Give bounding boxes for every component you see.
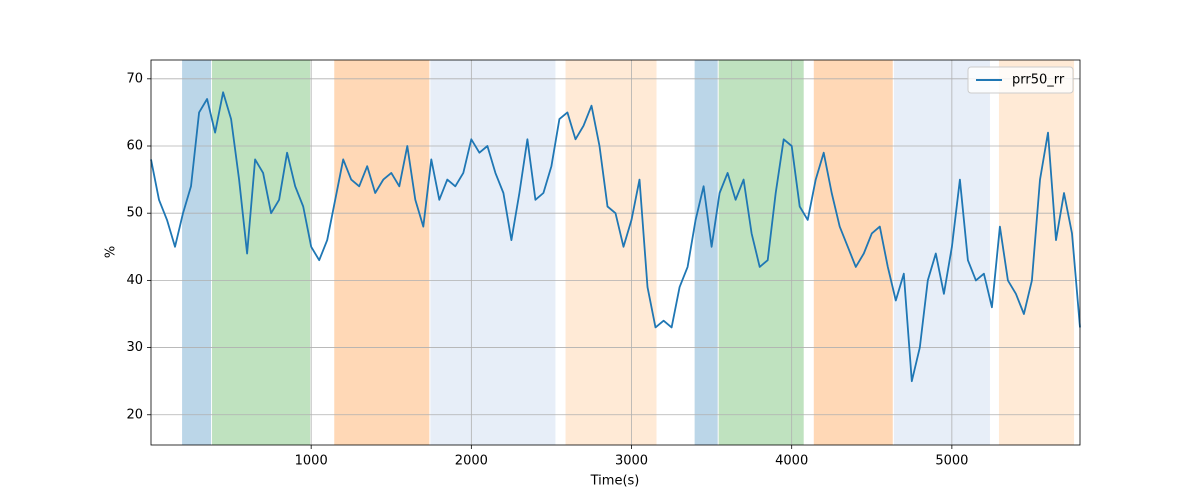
shaded-span: [998, 60, 1075, 445]
y-tick-label: 40: [126, 273, 143, 288]
y-tick-label: 50: [126, 206, 143, 221]
y-axis-label: %: [104, 246, 119, 258]
legend: prr50_rr: [967, 66, 1074, 94]
shaded-span: [334, 60, 430, 445]
plot-frame: [150, 59, 1081, 446]
shaded-span: [694, 60, 718, 445]
shaded-span: [182, 60, 212, 445]
shaded-span: [430, 60, 556, 445]
shaded-span: [212, 60, 311, 445]
y-tick-label: 30: [126, 340, 143, 355]
x-tick-label: 3000: [615, 454, 648, 469]
x-tick-label: 2000: [455, 454, 488, 469]
x-tick-label: 5000: [935, 454, 968, 469]
shaded-span: [565, 60, 657, 445]
y-tick-label: 60: [126, 139, 143, 154]
x-tick-label: 1000: [295, 454, 328, 469]
data-line: [150, 91, 1081, 383]
legend-box: [967, 66, 1074, 94]
shaded-span: [718, 60, 804, 445]
shaded-span: [813, 60, 893, 445]
x-axis-label: Time(s): [590, 474, 640, 489]
shaded-span: [893, 60, 990, 445]
y-tick-label: 70: [126, 71, 143, 86]
y-tick-label: 20: [126, 407, 143, 422]
legend-label: prr50_rr: [1012, 73, 1065, 88]
x-tick-label: 4000: [775, 454, 808, 469]
